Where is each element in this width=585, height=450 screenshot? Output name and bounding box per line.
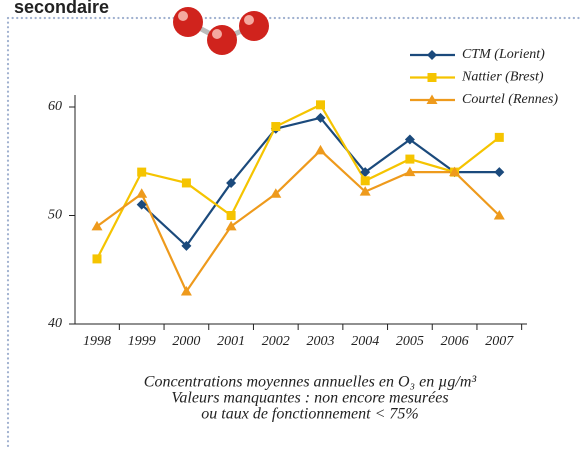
marker xyxy=(91,220,103,231)
x-tick-label: 2004 xyxy=(351,334,379,349)
x-tick-label: 2000 xyxy=(172,334,200,349)
y-tick-label: 60 xyxy=(48,99,62,114)
chart-title: secondaire xyxy=(14,0,109,17)
marker xyxy=(404,166,416,177)
legend-label: CTM (Lorient) xyxy=(462,47,545,62)
caption: Valeurs manquantes : non encore mesurées xyxy=(171,390,448,407)
x-tick-label: 2001 xyxy=(217,334,245,349)
marker xyxy=(137,167,147,177)
marker xyxy=(449,166,461,177)
x-tick-label: 1998 xyxy=(83,334,111,349)
marker xyxy=(315,144,326,155)
marker xyxy=(427,73,437,82)
legend-label: Nattier (Brest) xyxy=(461,70,544,85)
marker xyxy=(226,211,236,220)
y-tick-label: 50 xyxy=(48,208,62,223)
marker xyxy=(136,199,147,210)
series-line xyxy=(140,116,500,248)
marker xyxy=(494,132,504,142)
marker xyxy=(181,240,192,251)
legend-label: Courtel (Rennes) xyxy=(462,92,558,107)
marker xyxy=(494,167,505,178)
series-line xyxy=(96,148,501,294)
marker xyxy=(226,177,237,188)
marker xyxy=(225,220,237,231)
x-tick-label: 2005 xyxy=(396,334,424,349)
x-tick-label: 1999 xyxy=(128,334,156,349)
marker xyxy=(360,176,370,186)
frame xyxy=(6,16,582,450)
marker xyxy=(404,134,415,145)
marker xyxy=(405,154,415,164)
x-tick-label: 2002 xyxy=(262,334,290,349)
y-tick-label: 40 xyxy=(48,316,62,331)
marker xyxy=(271,122,281,132)
marker xyxy=(360,167,371,178)
caption: Concentrations moyennes annuelles en O₃ … xyxy=(144,374,477,391)
marker xyxy=(427,50,437,60)
marker xyxy=(426,94,438,104)
marker xyxy=(315,112,326,123)
series-line xyxy=(96,103,500,260)
x-tick-label: 2003 xyxy=(307,334,335,349)
x-tick-label: 2006 xyxy=(441,334,469,349)
marker xyxy=(359,186,371,196)
marker xyxy=(180,285,192,296)
caption: ou taux de fonctionnement < 75% xyxy=(201,406,418,423)
decoration-balls xyxy=(173,7,269,55)
marker xyxy=(493,210,505,220)
marker xyxy=(316,100,325,110)
marker xyxy=(270,188,282,198)
x-tick-label: 2007 xyxy=(485,334,514,349)
marker xyxy=(181,178,191,188)
marker xyxy=(136,188,148,198)
marker xyxy=(92,254,102,264)
